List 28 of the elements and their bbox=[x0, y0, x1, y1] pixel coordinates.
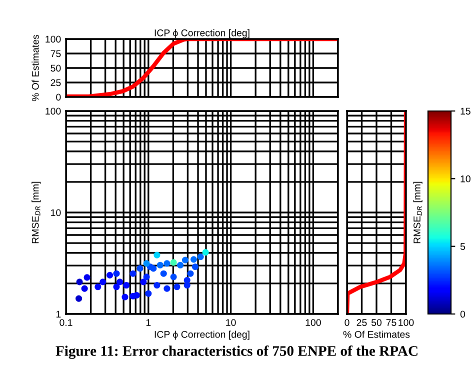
color-bar-label: 5 bbox=[460, 243, 466, 250]
color-bar-label: 10 bbox=[460, 175, 470, 182]
x-axis-title: ICP ϕ Correction [deg] bbox=[154, 29, 250, 38]
y-axis-title: RMSE$_{DR}$ [mm] bbox=[32, 182, 41, 244]
y-tick-label: 100 bbox=[46, 108, 61, 115]
color-bar-title: RMSE$_{DR}$ [mm] bbox=[413, 182, 422, 244]
color-bar-label: 0 bbox=[460, 310, 466, 318]
x-axis-title: ICP ϕ Correction [deg] bbox=[154, 330, 250, 340]
x-tick-label: 25 bbox=[356, 319, 367, 326]
caption: Figure 11: Error characteristics of 750 ENPE of the RPAC bbox=[56, 345, 418, 359]
x-tick-label: 100 bbox=[398, 319, 414, 326]
x-tick-label: 50 bbox=[371, 319, 382, 326]
y-tick-label: 25 bbox=[50, 79, 61, 86]
y-axis-title: % Of Estimates bbox=[32, 34, 39, 102]
y-tick-label: 75 bbox=[50, 50, 61, 58]
y-tick-label: 10 bbox=[51, 209, 61, 216]
y-tick-label: 100 bbox=[46, 36, 61, 43]
y-tick-label: 0 bbox=[56, 94, 61, 101]
y-tick-label: 1 bbox=[56, 310, 61, 318]
x-tick-label: 0.1 bbox=[60, 319, 72, 326]
x-tick-label: 100 bbox=[306, 319, 321, 326]
x-tick-label: 10 bbox=[226, 319, 236, 326]
y-tick-label: 50 bbox=[50, 64, 61, 72]
x-tick-label: 1 bbox=[146, 319, 151, 326]
x-axis-title: % Of Estimates bbox=[343, 330, 410, 338]
x-tick-label: 0 bbox=[344, 319, 350, 326]
x-tick-label: 75 bbox=[386, 319, 396, 326]
color-bar-label: 15 bbox=[460, 108, 470, 115]
